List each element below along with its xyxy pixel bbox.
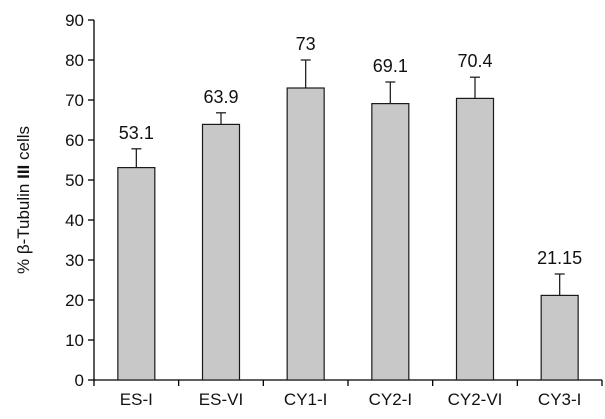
x-tick-label: CY1-I	[284, 390, 327, 409]
bar	[540, 294, 579, 381]
y-tick-label: 30	[65, 251, 84, 270]
bar	[201, 123, 241, 381]
data-label: 21.15	[537, 248, 582, 268]
svg-text:% β-Tubulin III cells: % β-Tubulin III cells	[14, 126, 33, 274]
data-label: 63.9	[203, 87, 238, 107]
y-tick-label: 70	[65, 91, 84, 110]
y-tick-label: 80	[65, 51, 84, 70]
y-tick-label: 40	[65, 211, 84, 230]
y-tick-label: 0	[75, 371, 84, 390]
y-tick-label: 10	[65, 331, 84, 350]
y-axis-title-suffix: cells	[14, 126, 33, 165]
y-tick-label: 20	[65, 291, 84, 310]
data-label: 69.1	[373, 56, 408, 76]
x-tick-label: CY3-I	[538, 390, 581, 409]
bar	[286, 87, 325, 381]
bar	[371, 102, 410, 381]
data-label: 73	[296, 34, 316, 54]
plot-area: 0 10 20 30 40 50 60 70 80 90 53.1 ES-I 63.9 ES-VI 73 CY…	[65, 11, 603, 409]
x-tick-label: CY2-I	[369, 390, 412, 409]
y-tick-label: 90	[65, 11, 84, 30]
data-label: 53.1	[119, 123, 154, 143]
x-tick-label: ES-I	[120, 390, 153, 409]
x-tick-label: CY2-VI	[448, 390, 503, 409]
y-axis-title-prefix: % β-Tubulin	[14, 179, 33, 274]
bar	[455, 97, 495, 381]
y-tick-label: 50	[65, 171, 84, 190]
y-axis-title-bold: III	[14, 165, 33, 179]
bar	[117, 167, 156, 381]
y-axis-title: % β-Tubulin III cells	[14, 126, 33, 274]
x-tick-label: ES-VI	[199, 390, 243, 409]
y-tick-label: 60	[65, 131, 84, 150]
data-label: 70.4	[457, 51, 492, 71]
